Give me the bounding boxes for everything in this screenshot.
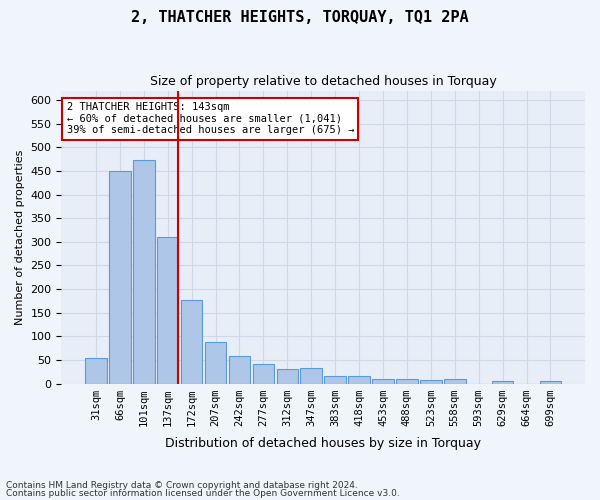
Bar [253,364,274,384]
Bar [85,358,107,384]
Bar [181,300,202,384]
Text: Contains public sector information licensed under the Open Government Licence v3: Contains public sector information licen… [6,489,400,498]
Bar [301,368,322,384]
Bar [492,381,514,384]
Bar [396,379,418,384]
Text: 2, THATCHER HEIGHTS, TORQUAY, TQ1 2PA: 2, THATCHER HEIGHTS, TORQUAY, TQ1 2PA [131,10,469,25]
Bar [109,171,131,384]
Bar [229,356,250,384]
Y-axis label: Number of detached properties: Number of detached properties [15,150,25,324]
Bar [372,379,394,384]
Text: Contains HM Land Registry data © Crown copyright and database right 2024.: Contains HM Land Registry data © Crown c… [6,480,358,490]
Bar [157,237,178,384]
Bar [325,376,346,384]
Text: 2 THATCHER HEIGHTS: 143sqm
← 60% of detached houses are smaller (1,041)
39% of s: 2 THATCHER HEIGHTS: 143sqm ← 60% of deta… [67,102,354,136]
Bar [277,370,298,384]
Bar [133,160,155,384]
Bar [539,381,561,384]
Bar [205,342,226,384]
X-axis label: Distribution of detached houses by size in Torquay: Distribution of detached houses by size … [165,437,481,450]
Title: Size of property relative to detached houses in Torquay: Size of property relative to detached ho… [150,75,497,88]
Bar [420,380,442,384]
Bar [444,379,466,384]
Bar [349,376,370,384]
